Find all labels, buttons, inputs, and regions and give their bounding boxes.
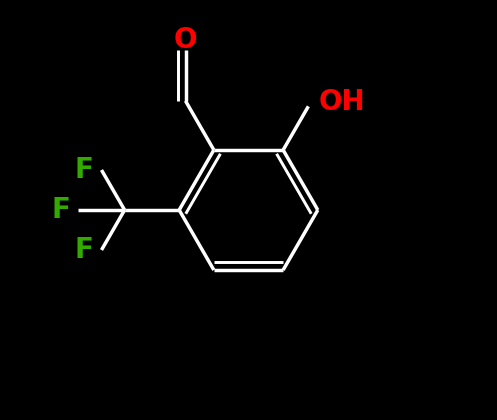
Text: F: F — [74, 156, 93, 184]
Text: O: O — [174, 26, 197, 54]
Text: F: F — [74, 236, 93, 264]
Text: OH: OH — [319, 88, 365, 116]
Text: F: F — [51, 196, 70, 224]
